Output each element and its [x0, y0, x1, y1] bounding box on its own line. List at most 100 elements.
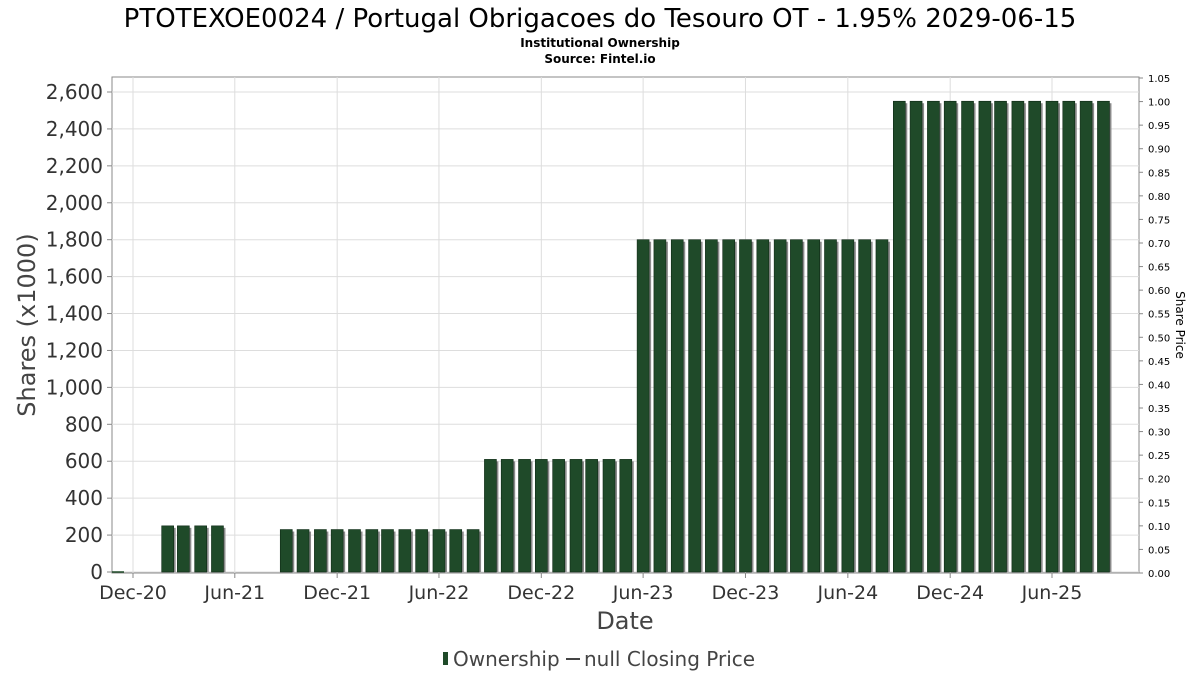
y2-tick-label: 0.85	[1148, 168, 1170, 179]
ownership-bar	[756, 239, 770, 573]
ownership-bar	[1028, 100, 1041, 573]
ownership-bar	[585, 459, 598, 573]
x-axis-ticks: Dec-20 Jun-21 Dec-21 Jun-22 Dec-22 Jun-23 Dec-…	[99, 573, 1082, 604]
y-tick-label: 1,000	[46, 375, 103, 399]
x-tick-label: Jun-24	[816, 582, 878, 604]
ownership-bar	[688, 239, 701, 573]
ownership-bar	[432, 529, 446, 573]
ownership-bar	[381, 529, 394, 573]
y2-tick-label: 0.95	[1148, 121, 1170, 132]
y2-tick-label: 0.90	[1148, 145, 1170, 156]
y2-tick-label: 1.05	[1148, 74, 1170, 85]
y-tick-label: 2,600	[46, 80, 103, 104]
ownership-bar	[705, 239, 718, 573]
ownership-bar	[961, 100, 974, 573]
y2-tick-label: 0.00	[1148, 569, 1170, 580]
ownership-bar	[978, 100, 992, 573]
y-tick-label: 0	[90, 560, 103, 584]
y-tick-label: 400	[65, 486, 103, 510]
ownership-bar	[739, 239, 752, 573]
x-axis-label: Date	[596, 607, 653, 635]
y2-tick-label: 0.20	[1148, 475, 1170, 486]
ownership-bar	[943, 100, 957, 573]
ownership-bar	[1062, 100, 1076, 573]
ownership-bar	[161, 525, 174, 573]
ownership-bar	[636, 239, 650, 573]
ownership-bar	[927, 100, 940, 573]
y2-tick-label: 0.30	[1148, 428, 1170, 439]
ownership-bar	[449, 529, 463, 573]
y2-tick-label: 0.55	[1148, 310, 1170, 321]
y2-tick-label: 0.05	[1148, 545, 1170, 556]
y-tick-label: 200	[65, 523, 103, 547]
ownership-bar	[569, 459, 583, 573]
ownership-bar	[602, 459, 616, 573]
y2-tick-label: 0.35	[1148, 404, 1170, 415]
y-axis-ticks: 0 200 400 600 800 1,000 1,200 1,400 1,600 1,800 2,…	[46, 80, 112, 584]
y2-axis-label: Share Price	[1173, 291, 1187, 359]
y-tick-label: 1,200	[46, 338, 103, 362]
x-tick-label: Dec-24	[916, 582, 984, 604]
ownership-bar	[314, 529, 327, 573]
legend-ownership-label: Ownership	[453, 647, 560, 671]
ownership-bar	[619, 459, 633, 573]
ownership-bar	[994, 100, 1007, 573]
y-tick-label: 1,600	[46, 265, 103, 289]
y2-tick-label: 1.00	[1148, 98, 1170, 109]
ownership-bar	[790, 239, 803, 573]
ownership-bar	[177, 525, 190, 573]
y2-tick-label: 0.40	[1148, 380, 1170, 391]
ownership-bar	[722, 239, 735, 573]
ownership-bar	[415, 529, 428, 573]
ownership-bar	[330, 529, 344, 573]
chart-source: Source: Fintel.io	[544, 52, 655, 66]
ownership-bar	[211, 525, 224, 573]
y-tick-label: 1,800	[46, 228, 103, 252]
y2-tick-label: 0.65	[1148, 263, 1170, 274]
y-tick-label: 800	[65, 412, 103, 436]
legend-ownership-swatch	[443, 652, 448, 665]
x-tick-label: Dec-22	[507, 582, 575, 604]
ownership-bar	[1045, 100, 1059, 573]
ownership-bar	[296, 529, 310, 573]
ownership-bars	[112, 100, 1112, 573]
ownership-bar	[653, 239, 667, 573]
ownership-bar	[518, 459, 531, 573]
ownership-bar	[484, 459, 497, 573]
ownership-bar	[398, 529, 412, 573]
x-tick-label: Dec-23	[712, 582, 780, 604]
ownership-bar	[858, 239, 871, 573]
y2-tick-label: 0.15	[1148, 498, 1170, 509]
y2-tick-label: 0.45	[1148, 357, 1170, 368]
x-tick-label: Jun-21	[203, 582, 265, 604]
y2-tick-label: 0.75	[1148, 215, 1170, 226]
x-tick-label: Jun-25	[1021, 582, 1083, 604]
y2-axis-ticks: 0.00 0.05 0.10 0.15 0.20 0.25 0.30 0.35 0.40 0.45…	[1139, 74, 1170, 580]
ownership-bar	[279, 529, 293, 573]
x-tick-label: Jun-23	[612, 582, 674, 604]
ownership-bar	[670, 239, 684, 573]
ownership-bar	[535, 459, 548, 573]
ownership-bar	[1079, 100, 1093, 573]
ownership-bar	[892, 100, 906, 573]
ownership-bar	[500, 459, 514, 573]
x-tick-label: Jun-22	[408, 582, 470, 604]
ownership-bar	[875, 239, 889, 573]
ownership-bar	[466, 529, 480, 573]
y2-tick-label: 0.80	[1148, 192, 1170, 203]
ownership-bar	[1097, 100, 1110, 573]
ownership-bar	[841, 239, 855, 573]
x-tick-label: Dec-21	[303, 582, 371, 604]
legend-closing-price-label: null Closing Price	[584, 647, 755, 671]
chart-title: PTOTEXOE0024 / Portugal Obrigacoes do Te…	[124, 4, 1077, 34]
ownership-bar	[807, 239, 821, 573]
y2-tick-label: 0.10	[1148, 522, 1170, 533]
y2-tick-label: 0.50	[1148, 333, 1170, 344]
ownership-bar	[552, 459, 565, 573]
y2-tick-label: 0.25	[1148, 451, 1170, 462]
y-tick-label: 1,400	[46, 302, 103, 326]
y-tick-label: 600	[65, 449, 103, 473]
y-tick-label: 2,000	[46, 191, 103, 215]
